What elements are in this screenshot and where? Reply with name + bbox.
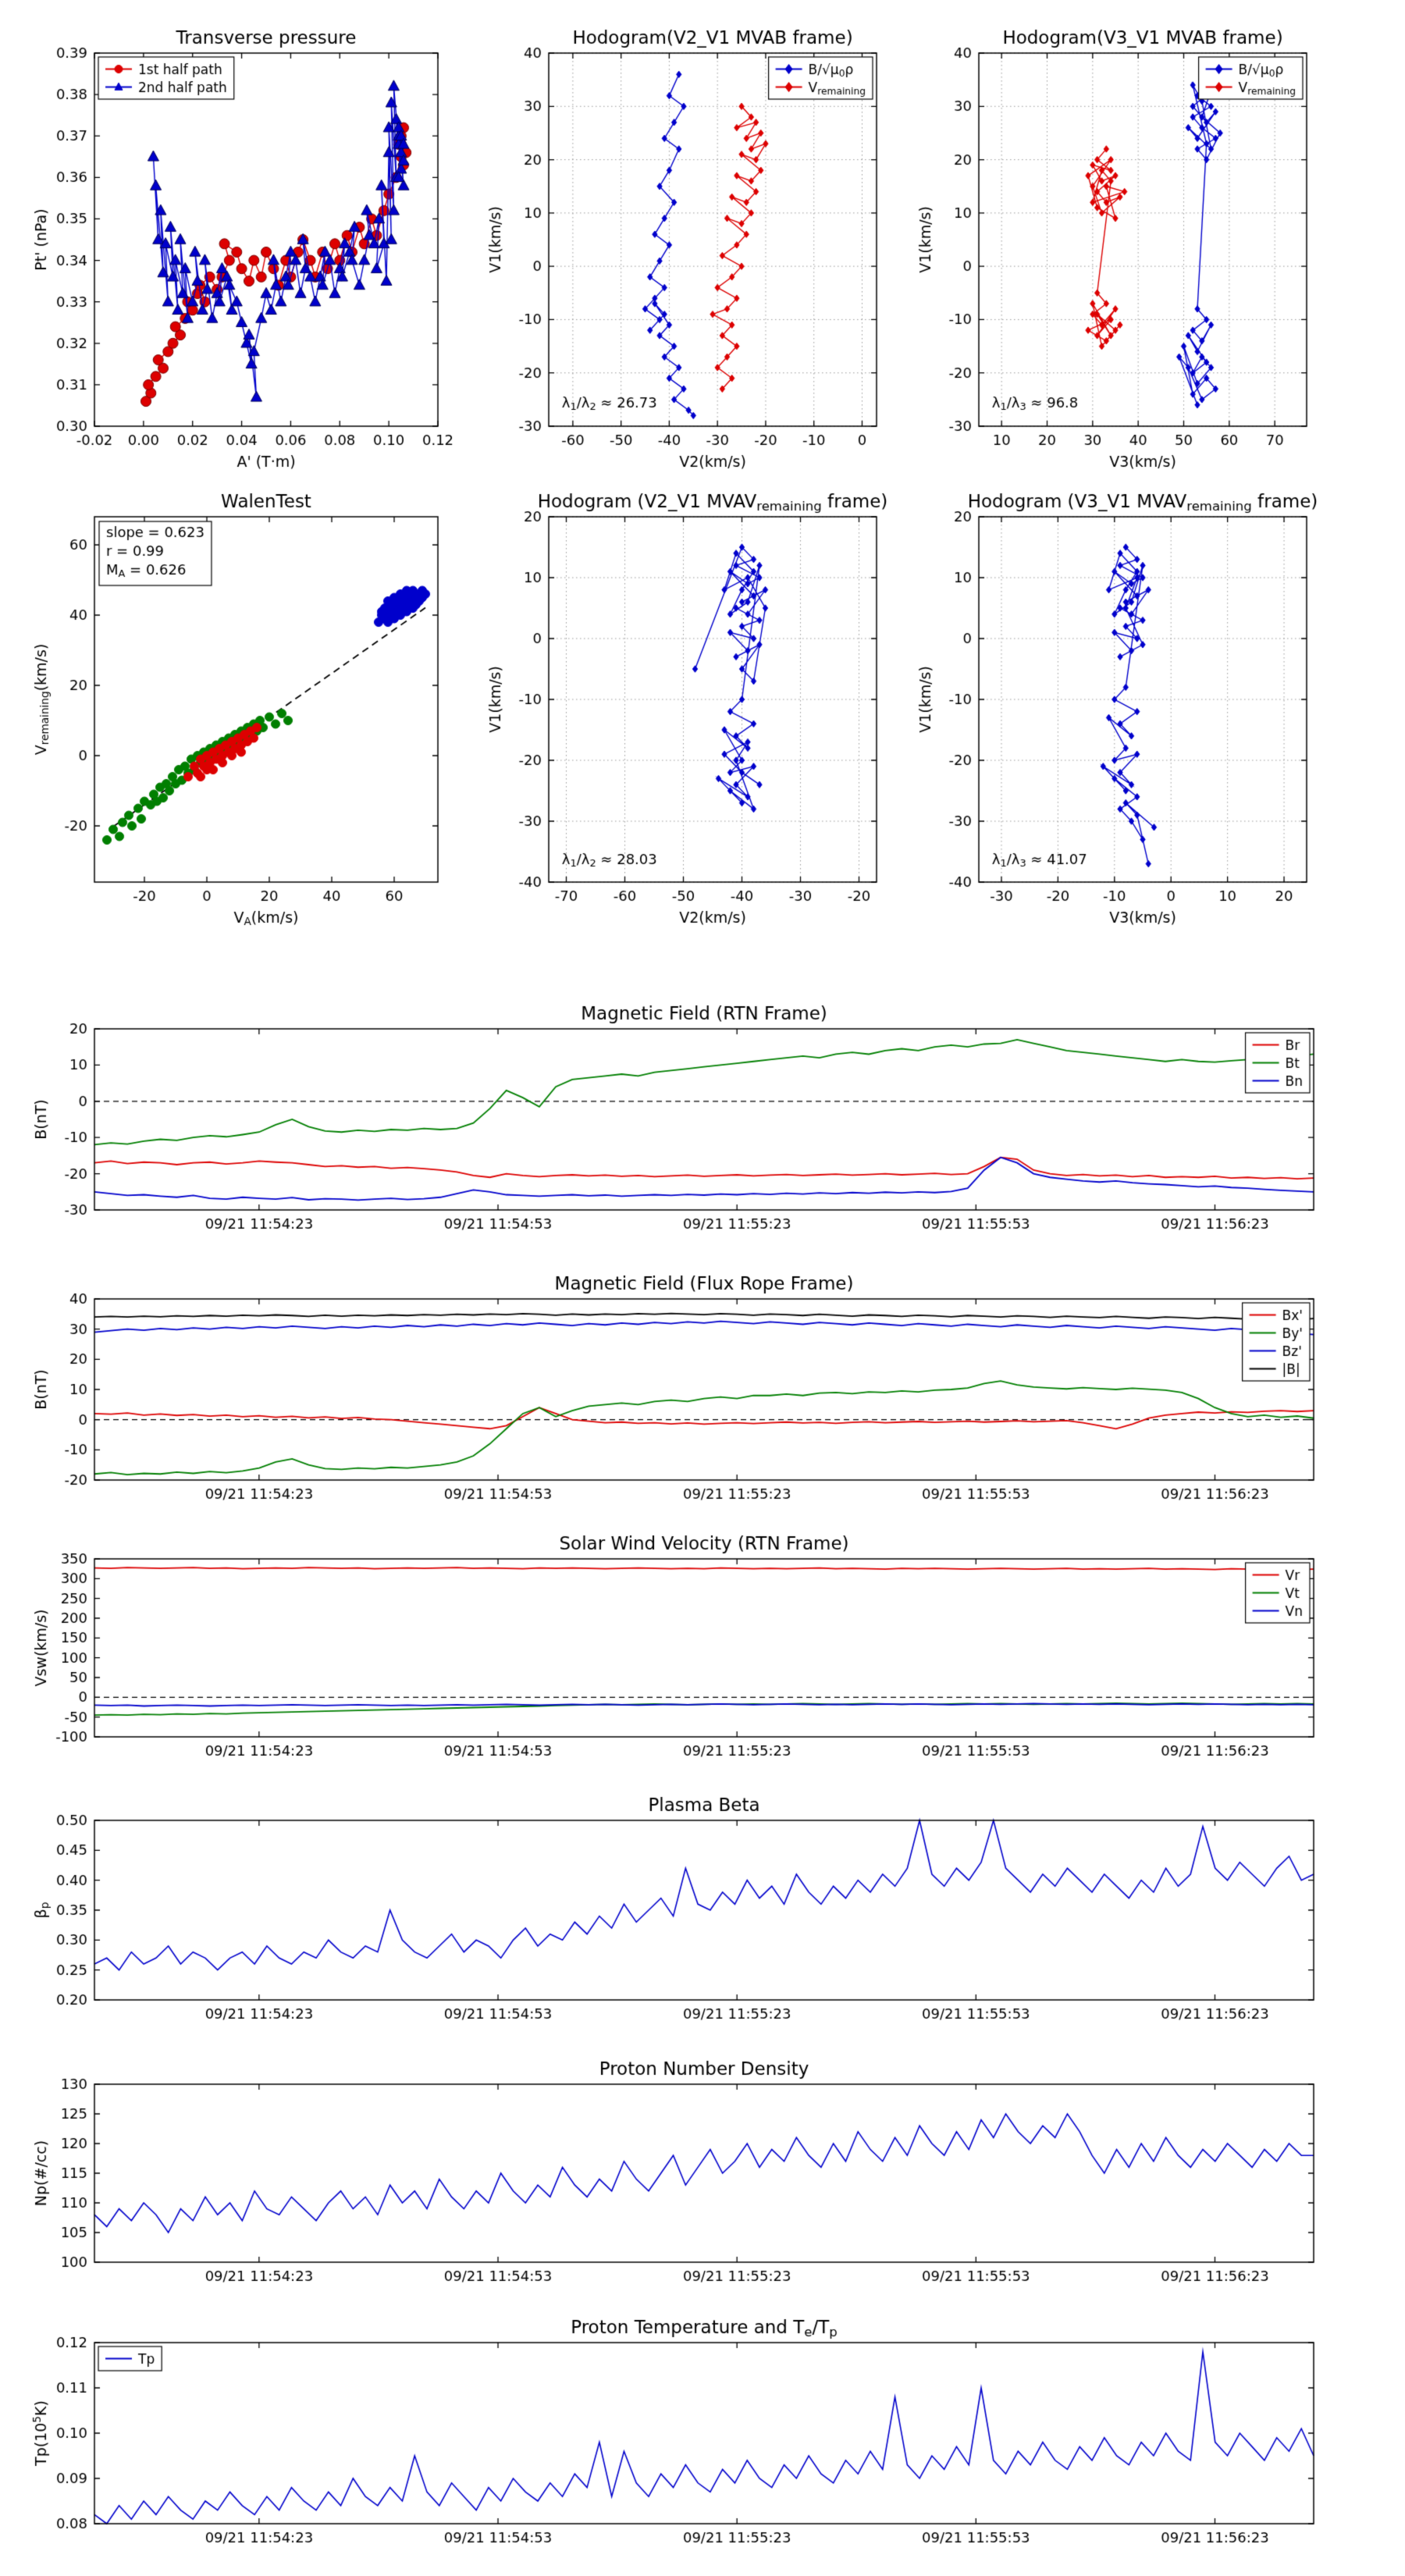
figure: Transverse pressure Hodogram(V2_V1 MVAB … [0,0,1405,2576]
figure-canvas [0,0,1405,2576]
